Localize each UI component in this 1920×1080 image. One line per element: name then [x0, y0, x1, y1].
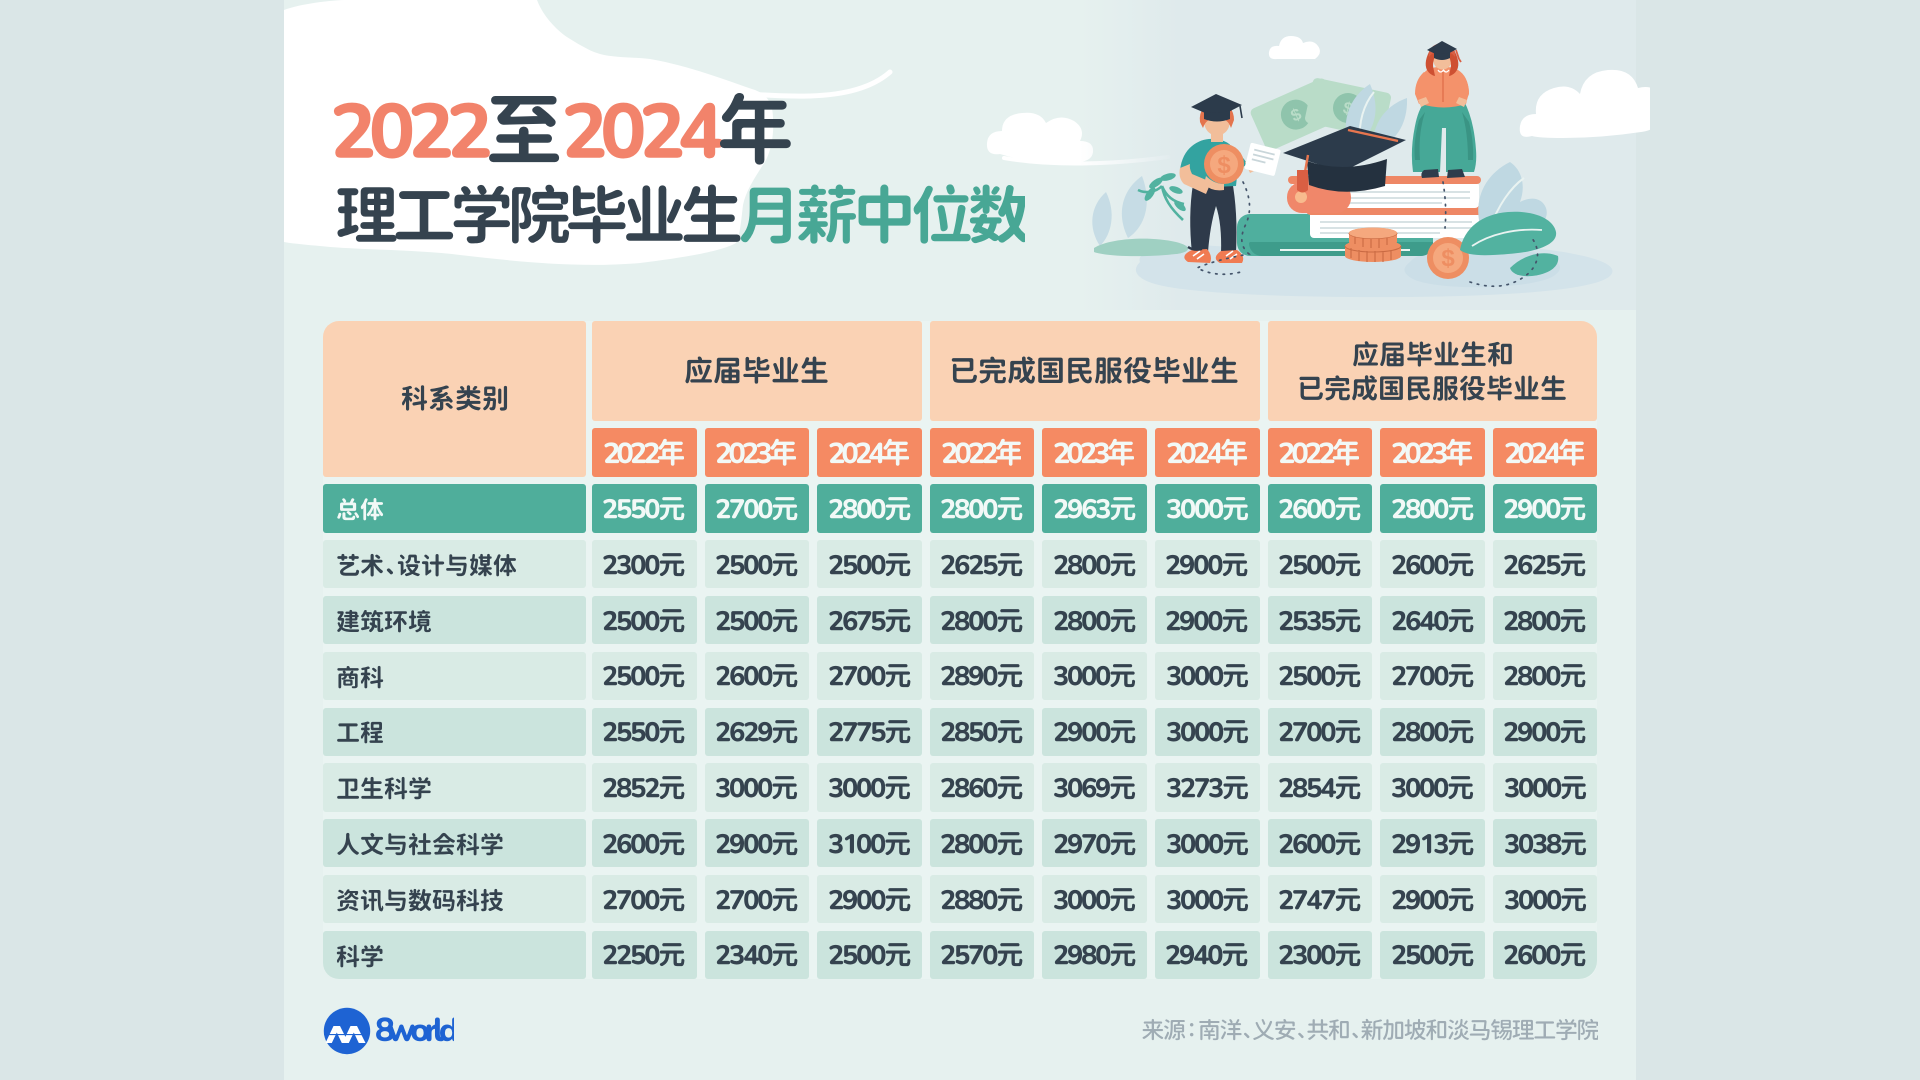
svg-text:$: $ — [1441, 245, 1455, 272]
svg-text:$: $ — [1217, 152, 1231, 179]
